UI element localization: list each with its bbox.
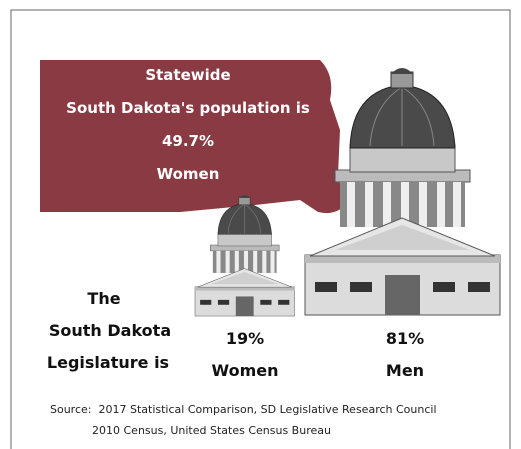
group-label: Women	[212, 361, 279, 380]
source-line: 2010 Census, United States Census Bureau	[92, 424, 331, 437]
group-percent: 19%	[226, 329, 264, 348]
legislature-line: Legislature is	[47, 353, 169, 372]
group-percent: 81%	[386, 329, 424, 348]
source-line: Source: 2017 Statistical Comparison, SD …	[50, 403, 437, 416]
statewide-line: 49.7%	[162, 132, 214, 150]
group-label: Men	[386, 361, 424, 380]
statewide-line: South Dakota's population is	[66, 99, 310, 117]
capitol-small	[194, 194, 295, 317]
legislature-line: South Dakota	[49, 321, 171, 340]
frame	[10, 9, 511, 449]
statewide-line: Statewide	[145, 66, 230, 84]
legislature-line: The	[87, 289, 120, 308]
state-shape	[40, 60, 345, 214]
statewide-line: Women	[157, 165, 220, 183]
